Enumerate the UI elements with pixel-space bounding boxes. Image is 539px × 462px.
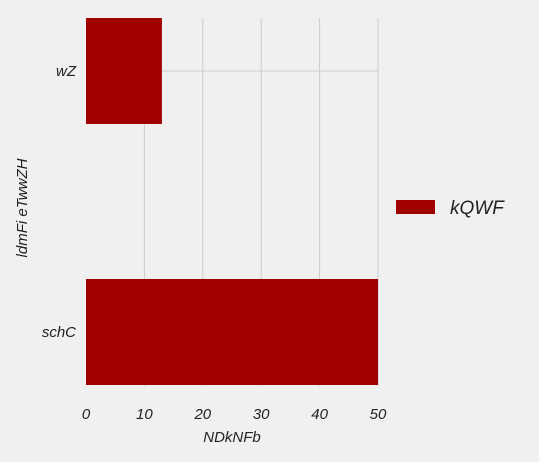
- y-axis-ticks: wZ schC: [42, 63, 77, 341]
- legend: kQWF: [396, 198, 505, 219]
- x-axis-label: NDkNFb: [203, 429, 261, 446]
- x-tick-label: 20: [193, 406, 211, 423]
- bar-schC: [86, 279, 378, 385]
- bar-wZ: [86, 18, 162, 124]
- x-tick-label: 10: [136, 406, 153, 423]
- y-axis-label: ldmFi eTwwZH: [14, 158, 31, 257]
- legend-swatch: [396, 200, 435, 214]
- x-tick-label: 50: [370, 406, 387, 423]
- bars: [86, 18, 378, 385]
- x-tick-label: 30: [253, 406, 270, 423]
- legend-label: kQWF: [450, 198, 505, 219]
- x-axis-ticks: 0 10 20 30 40 50: [82, 406, 387, 423]
- y-tick-label: wZ: [56, 63, 77, 80]
- x-tick-label: 40: [311, 406, 328, 423]
- x-tick-label: 0: [82, 406, 91, 423]
- y-tick-label: schC: [42, 324, 76, 341]
